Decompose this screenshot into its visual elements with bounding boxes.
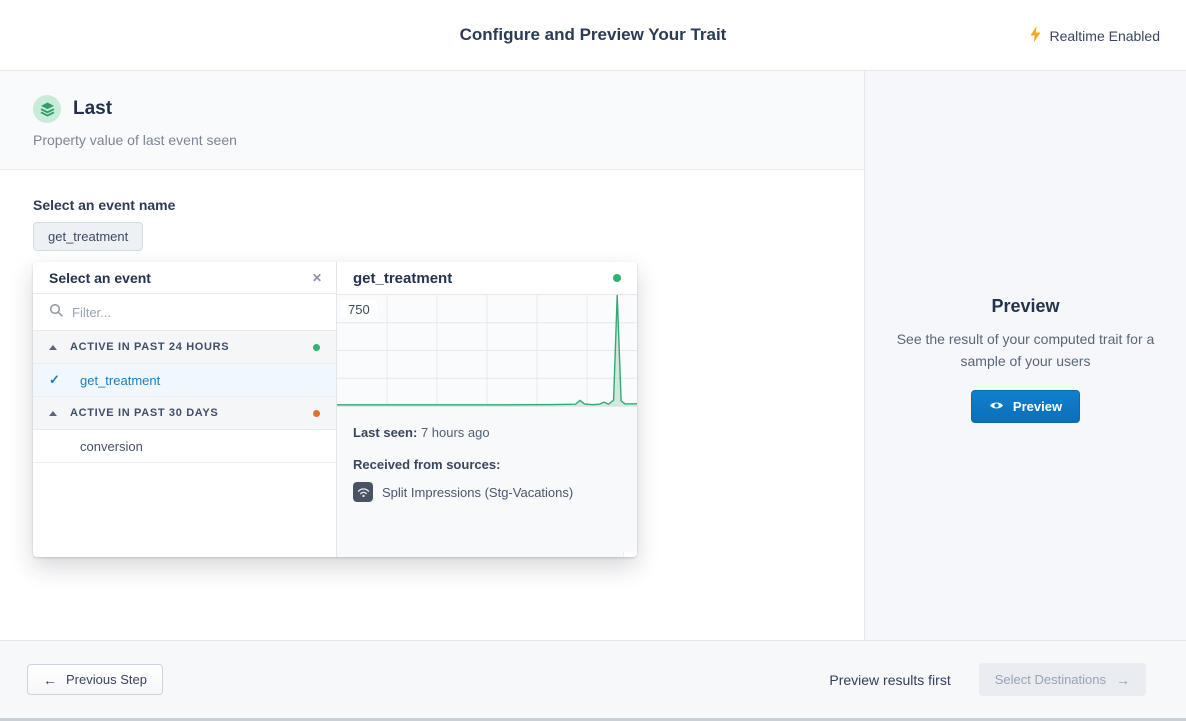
selected-event-chip[interactable]: get_treatment <box>33 222 144 251</box>
event-picker-list: Select an event ✕ ACTIVE IN PAST 24 HOUR… <box>33 262 337 557</box>
event-activity-chart: 750 <box>337 294 637 407</box>
preview-button[interactable]: Preview <box>970 390 1081 424</box>
back-arrow-icon: ← <box>43 671 57 688</box>
event-filter-row <box>33 294 336 331</box>
source-wifi-icon <box>353 482 373 502</box>
lightning-bolt-icon <box>1029 25 1042 46</box>
event-group-24h[interactable]: ACTIVE IN PAST 24 HOURS <box>33 331 336 364</box>
group-status-dot <box>313 343 320 351</box>
check-icon: ✓ <box>49 372 60 387</box>
group-status-dot <box>313 409 320 417</box>
page-title: Configure and Preview Your Trait <box>459 25 727 44</box>
close-icon[interactable]: ✕ <box>311 270 322 285</box>
source-row: Split Impressions (Stg-Vacations) <box>353 482 621 502</box>
preview-description: See the result of your computed trait fo… <box>896 331 1155 369</box>
preview-sidebar: Preview See the result of your computed … <box>865 71 1186 640</box>
trait-type-last-icon <box>33 95 61 123</box>
event-filter-input[interactable] <box>72 304 320 320</box>
event-detail-info: Last seen: 7 hours ago Received from sou… <box>337 407 637 557</box>
trait-name: Last <box>73 98 113 119</box>
event-group-30d[interactable]: ACTIVE IN PAST 30 DAYS <box>33 397 336 430</box>
event-item-get-treatment[interactable]: ✓ get_treatment <box>33 364 336 397</box>
sources-label: Received from sources: <box>353 457 501 472</box>
footer-hint-text: Preview results first <box>829 671 951 688</box>
event-item-conversion[interactable]: conversion <box>33 430 336 463</box>
event-detail-title: get_treatment <box>353 269 453 287</box>
chart-y-max-label: 750 <box>341 300 377 319</box>
event-status-dot <box>613 274 621 282</box>
trait-description: Property value of last event seen <box>33 132 237 148</box>
eye-icon <box>989 399 1004 414</box>
trait-header-section: Last Property value of last event seen <box>0 71 864 170</box>
select-destinations-button[interactable]: Select Destinations → <box>978 663 1146 696</box>
realtime-status-badge: Realtime Enabled <box>1029 0 1160 71</box>
source-name: Split Impressions (Stg-Vacations) <box>382 484 574 500</box>
collapse-triangle-icon <box>49 344 57 350</box>
page-header: Configure and Preview Your Trait Realtim… <box>0 0 1186 71</box>
preview-title: Preview <box>991 296 1060 316</box>
event-select-label: Select an event name <box>33 197 176 213</box>
event-picker-title: Select an event <box>49 269 151 286</box>
forward-arrow-icon: → <box>1116 671 1130 688</box>
realtime-status-label: Realtime Enabled <box>1049 27 1160 44</box>
search-icon <box>49 303 63 322</box>
event-detail-panel: get_treatment 750 Last seen: 7 hours ago… <box>337 262 637 557</box>
previous-step-button[interactable]: ← Previous Step <box>27 664 163 695</box>
wizard-footer: ← Previous Step Preview results first Se… <box>0 640 1186 718</box>
event-activity-chart-svg <box>337 295 637 406</box>
detail-scrollbar[interactable] <box>623 552 637 557</box>
window-bottom-edge <box>0 718 1186 721</box>
collapse-triangle-icon <box>49 410 57 416</box>
last-seen-label: Last seen: <box>353 425 418 440</box>
last-seen-value: 7 hours ago <box>420 425 490 440</box>
event-picker-popover: Select an event ✕ ACTIVE IN PAST 24 HOUR… <box>33 262 637 557</box>
